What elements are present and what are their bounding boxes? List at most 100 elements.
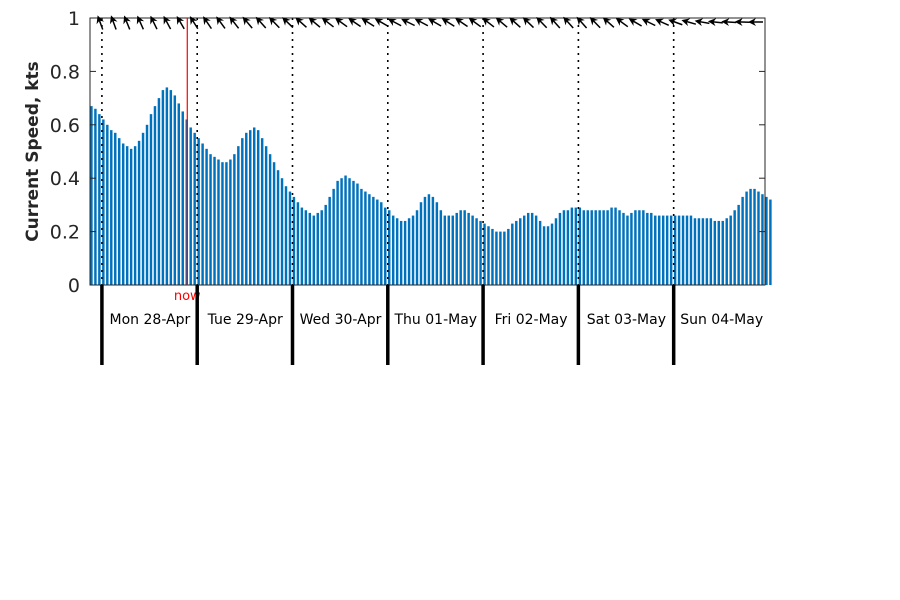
speed-bar <box>407 218 411 285</box>
direction-arrow <box>628 18 642 27</box>
speed-bar <box>276 170 280 285</box>
direction-arrow <box>707 18 723 27</box>
y-tick-label: 0 <box>68 275 80 297</box>
direction-arrow-head <box>414 18 424 27</box>
speed-bar <box>384 207 387 285</box>
speed-bar <box>328 196 331 285</box>
speed-bar <box>320 210 323 285</box>
speed-bar <box>439 210 443 285</box>
direction-arrow <box>295 17 307 28</box>
direction-arrow <box>321 17 335 28</box>
direction-arrow-head <box>721 18 730 27</box>
speed-bar <box>654 215 657 285</box>
speed-bar <box>110 130 113 285</box>
direction-arrow <box>428 18 442 27</box>
direction-arrow <box>216 16 226 29</box>
speed-bar <box>221 162 224 285</box>
speed-bar <box>90 106 93 285</box>
speed-bar <box>360 188 363 285</box>
speed-bar <box>153 106 157 285</box>
speed-bar <box>268 154 272 285</box>
y-tick-label: 0.6 <box>50 115 80 137</box>
speed-bar <box>701 218 705 285</box>
direction-arrow-head <box>374 18 384 26</box>
speed-bar <box>415 210 419 285</box>
direction-arrow <box>482 17 495 28</box>
speed-bar <box>173 95 177 286</box>
speed-bar <box>344 175 347 285</box>
speed-bar <box>721 220 724 285</box>
speed-bar <box>463 210 466 285</box>
direction-arrow <box>401 18 415 27</box>
speed-bar <box>530 212 534 285</box>
speed-bar <box>372 196 375 285</box>
speed-bar <box>519 218 522 285</box>
direction-arrow <box>282 17 294 29</box>
direction-arrow-head <box>694 18 704 27</box>
direction-arrow-head <box>321 17 331 26</box>
speed-bar <box>209 154 212 285</box>
speed-bar <box>387 210 391 285</box>
y-axis-ticks: 0 0.2 0.4 0.6 0.8 1 <box>50 8 765 297</box>
speed-bar <box>542 226 546 285</box>
speed-bar <box>114 132 117 285</box>
speed-bar <box>308 212 312 285</box>
speed-bar <box>717 220 721 285</box>
now-label: now <box>174 289 201 304</box>
speed-bar <box>475 218 478 285</box>
direction-arrow <box>334 17 348 28</box>
direction-arrow-head <box>163 15 171 25</box>
speed-bar <box>733 210 736 285</box>
direction-arrow <box>655 18 670 27</box>
direction-arrow-head <box>482 17 491 26</box>
direction-arrow-head <box>308 17 318 26</box>
speed-bar <box>288 191 292 285</box>
speed-bar <box>769 199 772 285</box>
speed-bar <box>729 215 732 285</box>
speed-bar <box>399 220 403 285</box>
speed-bar <box>217 159 220 285</box>
speed-bar <box>618 210 621 285</box>
speed-bar <box>352 180 355 285</box>
direction-arrow <box>229 16 240 29</box>
direction-arrow <box>668 18 683 27</box>
speed-bar <box>455 212 458 285</box>
direction-arrow <box>589 16 601 29</box>
direction-arrow <box>721 18 737 27</box>
speed-bar <box>471 215 474 285</box>
speed-bar <box>292 196 296 285</box>
direction-arrow-head <box>334 17 344 26</box>
speed-bar <box>606 210 609 285</box>
speed-bar <box>610 207 613 285</box>
direction-arrow <box>255 16 267 29</box>
speed-bar <box>499 231 502 285</box>
speed-bar <box>582 210 586 285</box>
speed-bar <box>622 212 625 285</box>
speed-bar <box>225 162 228 285</box>
speed-bar <box>661 215 665 285</box>
day-label: Mon 28-Apr <box>110 312 191 328</box>
direction-arrow-head <box>189 16 198 25</box>
speed-bar <box>522 215 526 285</box>
speed-bar <box>141 132 145 285</box>
speed-bar <box>284 186 288 285</box>
direction-arrow-head <box>150 15 158 25</box>
speed-bar <box>312 215 316 285</box>
speed-bar <box>467 212 470 285</box>
y-tick-label: 0.8 <box>50 61 80 83</box>
direction-arrow-head <box>242 16 251 26</box>
direction-arrow <box>203 16 213 30</box>
speed-bar <box>177 103 181 285</box>
speed-bar <box>117 138 121 285</box>
direction-arrow-head <box>589 16 599 26</box>
speed-bar <box>725 218 728 285</box>
direction-arrow-head <box>668 18 678 27</box>
direction-arrow <box>176 15 185 30</box>
speed-bar <box>181 111 184 285</box>
direction-arrow <box>308 17 321 28</box>
direction-arrow-head <box>282 17 291 26</box>
direction-arrow-head <box>96 15 105 25</box>
direction-arrow <box>563 16 574 29</box>
speed-bar <box>368 194 371 285</box>
speed-bar <box>673 215 677 285</box>
